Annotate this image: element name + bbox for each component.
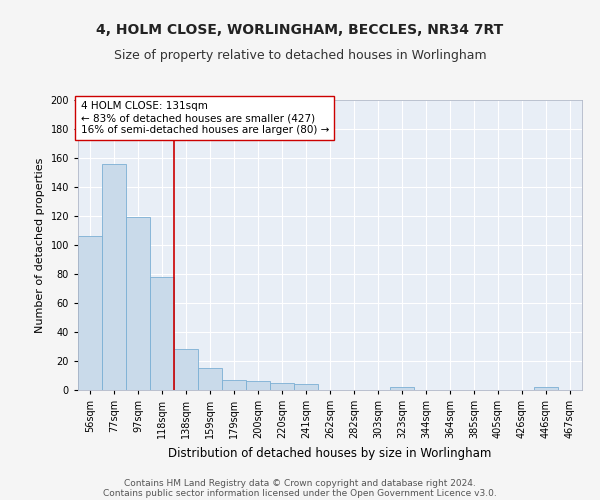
- Bar: [294, 384, 318, 390]
- Bar: [126, 218, 150, 390]
- Bar: [270, 383, 294, 390]
- Bar: [534, 387, 558, 390]
- Bar: [102, 164, 126, 390]
- Text: 4, HOLM CLOSE, WORLINGHAM, BECCLES, NR34 7RT: 4, HOLM CLOSE, WORLINGHAM, BECCLES, NR34…: [97, 23, 503, 37]
- Bar: [390, 387, 414, 390]
- Text: Contains public sector information licensed under the Open Government Licence v3: Contains public sector information licen…: [103, 488, 497, 498]
- X-axis label: Distribution of detached houses by size in Worlingham: Distribution of detached houses by size …: [169, 446, 491, 460]
- Text: Size of property relative to detached houses in Worlingham: Size of property relative to detached ho…: [113, 48, 487, 62]
- Bar: [150, 277, 174, 390]
- Text: Contains HM Land Registry data © Crown copyright and database right 2024.: Contains HM Land Registry data © Crown c…: [124, 478, 476, 488]
- Bar: [198, 368, 222, 390]
- Bar: [246, 382, 270, 390]
- Bar: [174, 350, 198, 390]
- Bar: [222, 380, 246, 390]
- Bar: [78, 236, 102, 390]
- Text: 4 HOLM CLOSE: 131sqm
← 83% of detached houses are smaller (427)
16% of semi-deta: 4 HOLM CLOSE: 131sqm ← 83% of detached h…: [80, 102, 329, 134]
- Y-axis label: Number of detached properties: Number of detached properties: [35, 158, 45, 332]
